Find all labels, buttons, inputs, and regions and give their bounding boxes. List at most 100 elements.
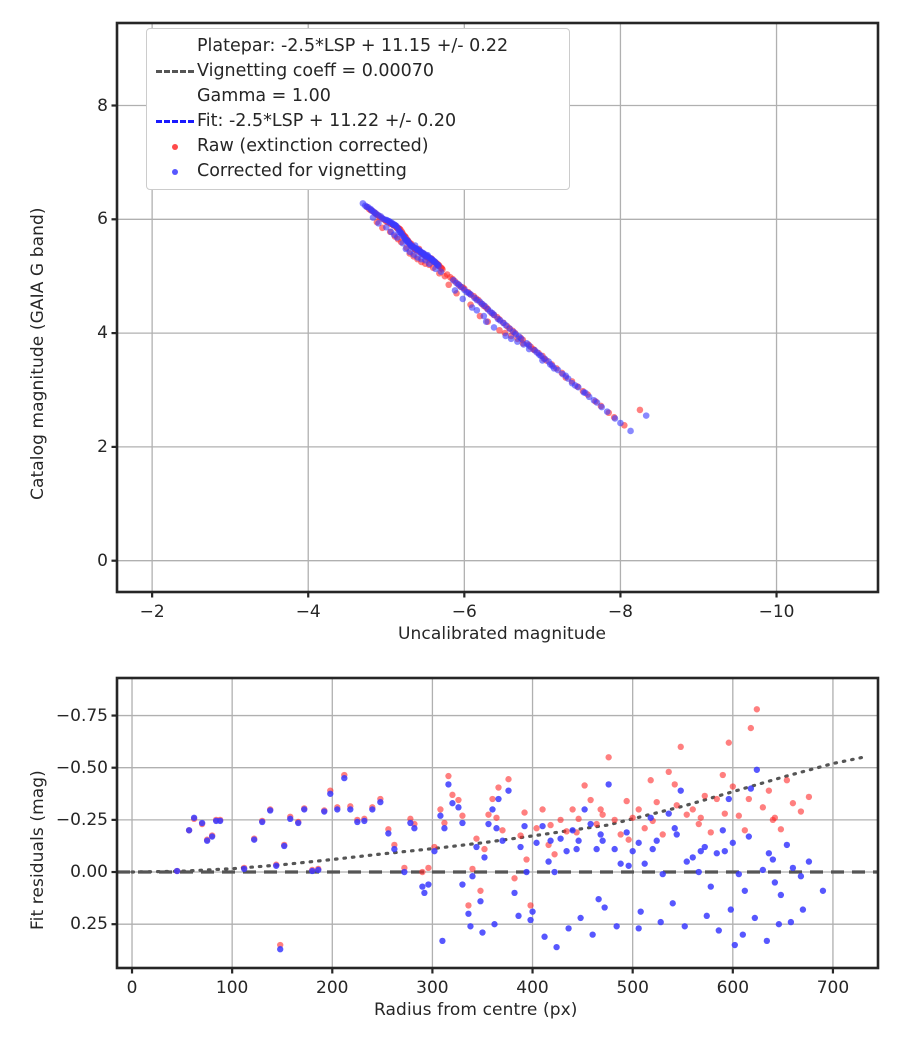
data-point — [557, 835, 564, 842]
data-point — [605, 754, 612, 761]
data-point — [511, 889, 518, 897]
data-point — [411, 825, 418, 832]
data-point — [386, 218, 393, 225]
data-point — [777, 826, 785, 833]
data-point — [547, 821, 554, 829]
data-point — [593, 399, 601, 406]
data-point — [499, 827, 506, 834]
data-point — [753, 766, 761, 773]
data-point — [455, 804, 462, 811]
data-point — [553, 943, 560, 951]
data-point — [407, 819, 414, 827]
data-point — [277, 946, 284, 953]
data-point — [505, 776, 512, 783]
data-point — [437, 812, 444, 819]
data-point — [259, 818, 266, 826]
data-point — [753, 706, 761, 713]
x-tick-label: −4 — [295, 602, 321, 622]
data-point — [635, 806, 642, 813]
data-point — [689, 806, 696, 813]
data-point — [725, 795, 732, 803]
data-point — [375, 220, 382, 227]
data-point — [502, 332, 509, 340]
data-point — [267, 807, 274, 814]
data-point — [241, 865, 248, 873]
data-point — [481, 854, 488, 861]
legend-item-vignetting-coeff: Vignetting coeff = 0.00070 — [153, 59, 561, 84]
data-point — [617, 831, 624, 838]
legend-key-dashed-blue-icon — [153, 113, 197, 131]
data-point — [451, 287, 459, 294]
data-point — [459, 812, 466, 819]
data-point — [747, 724, 755, 732]
data-point — [517, 843, 524, 851]
data-point — [521, 822, 528, 830]
data-point — [465, 910, 472, 917]
series-raw — [173, 706, 813, 949]
data-point — [385, 830, 392, 837]
data-point — [441, 272, 449, 280]
data-point — [459, 295, 467, 303]
data-point — [598, 403, 605, 411]
data-point — [295, 819, 302, 827]
data-point — [517, 832, 524, 839]
data-point — [697, 848, 704, 855]
data-point — [721, 848, 728, 855]
data-point — [173, 867, 181, 875]
data-point — [539, 822, 546, 830]
data-point — [797, 873, 805, 880]
data-point — [327, 790, 334, 797]
data-point — [198, 819, 206, 827]
data-point — [465, 902, 472, 909]
data-point — [747, 785, 755, 792]
residuals-plot — [111, 676, 880, 974]
data-point — [659, 870, 666, 878]
data-point — [493, 825, 500, 832]
plot-content — [117, 706, 878, 953]
legend-item-raw: Raw (extinction corrected) — [153, 134, 561, 159]
data-point — [505, 787, 512, 794]
data-point — [467, 923, 474, 930]
data-point — [677, 787, 684, 794]
data-point — [459, 819, 466, 827]
data-point — [777, 891, 785, 899]
data-point — [418, 255, 425, 263]
data-point — [377, 798, 384, 806]
residuals-panel — [0, 650, 900, 1050]
data-point — [489, 806, 496, 813]
x-tick-label: −6 — [451, 602, 477, 622]
data-point — [587, 796, 594, 804]
legend-label-platepar: Platepar: -2.5*LSP + 11.15 +/- 0.22 — [197, 35, 509, 56]
y-tick-label: −0.75 — [55, 705, 108, 726]
data-point — [577, 914, 584, 922]
data-point — [432, 265, 439, 273]
data-point — [477, 898, 484, 905]
data-point — [799, 906, 807, 913]
data-point — [759, 866, 767, 874]
data-point — [379, 214, 386, 222]
y-tick-label: 4 — [97, 323, 108, 344]
data-point — [445, 781, 452, 788]
data-point — [695, 868, 702, 876]
x-tick-label: −2 — [139, 602, 165, 622]
data-point — [765, 787, 773, 794]
data-point — [469, 865, 476, 873]
data-point — [739, 931, 746, 938]
data-point — [523, 868, 530, 876]
bottom-x-axis-label: Radius from centre (px) — [374, 1000, 578, 1020]
data-point — [477, 887, 484, 894]
data-point — [527, 902, 534, 909]
data-point — [715, 927, 722, 934]
data-point — [419, 868, 426, 876]
data-point — [473, 296, 481, 304]
data-point — [775, 921, 783, 928]
data-point — [515, 333, 523, 340]
x-tick-label: 600 — [716, 978, 750, 998]
data-point — [657, 918, 664, 926]
data-point — [789, 800, 797, 807]
legend-label-gamma: Gamma = 1.00 — [197, 85, 331, 106]
data-point — [569, 806, 576, 813]
data-point — [599, 837, 606, 844]
data-point — [441, 819, 448, 827]
data-point — [595, 895, 602, 903]
